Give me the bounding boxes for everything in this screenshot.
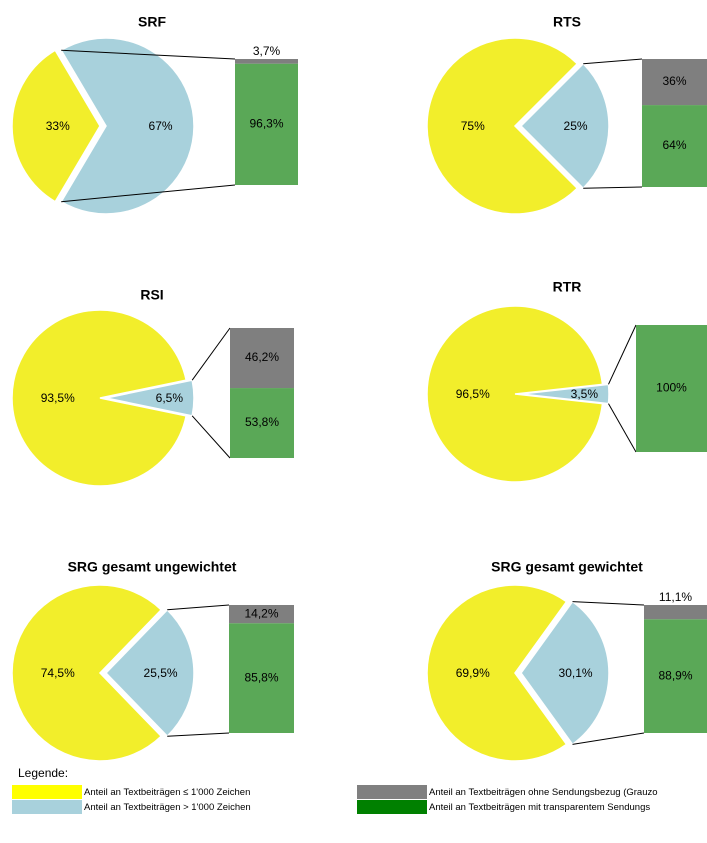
chart-title: SRG gesamt gewichtet <box>491 559 643 575</box>
bar-label-green: 53,8% <box>245 415 279 429</box>
bar-label-grey: 14,2% <box>244 606 278 620</box>
connector-line-bottom <box>61 184 236 203</box>
pie-label-main: 93,5% <box>41 391 75 405</box>
bar-label-grey: 46,2% <box>245 350 279 364</box>
connector-line-bottom <box>572 732 645 745</box>
pie-chart-1: SRF 33% 67% 96,3% 3,7% <box>11 14 298 215</box>
pie-slice-main <box>426 584 568 762</box>
pie-slice-main <box>426 37 579 215</box>
bar-label-grey: 3,7% <box>253 44 281 58</box>
pie-label-main: 96,5% <box>456 387 490 401</box>
bar-segment-green <box>229 623 294 733</box>
pie-slice-split <box>60 37 195 215</box>
pie-label-split: 6,5% <box>156 391 184 405</box>
pie-label-split: 30,1% <box>559 666 593 680</box>
pie-label-split: 67% <box>149 119 173 133</box>
bar-label-green: 96,3% <box>249 117 283 131</box>
bar-segment-grey <box>230 328 294 389</box>
pie-label-main: 33% <box>46 119 70 133</box>
pie-slice-main <box>11 49 101 203</box>
bar-label-grey: 11,1% <box>659 590 692 604</box>
connector-line-top <box>572 601 645 606</box>
chart-title: RSI <box>140 287 163 303</box>
bar-label-green: 88,9% <box>658 668 692 682</box>
bar-segment-grey <box>642 59 707 106</box>
pie-slice-main <box>426 305 604 483</box>
pie-slice-main <box>11 584 163 762</box>
chart-title: RTR <box>553 279 582 295</box>
pie-label-split: 25% <box>564 119 588 133</box>
bar-segment-grey <box>644 605 707 620</box>
pie-slice-split <box>520 600 610 746</box>
connector-line-top <box>61 49 236 60</box>
pie-slice-split <box>519 62 610 190</box>
pie-slice-main <box>11 309 188 487</box>
connector-line-bottom <box>583 186 643 189</box>
pie-chart-6: SRG gesamt gewichtet 69,9% 30,1% 88,9% 11,1% <box>426 559 707 762</box>
chart-title: SRF <box>138 14 166 30</box>
connector-line-top <box>583 58 643 65</box>
pie-chart-3: RSI 93,5% 6,5% 53,8% 46,2% <box>11 287 294 487</box>
pie-label-main: 74,5% <box>41 666 75 680</box>
connector-line-bottom <box>167 732 230 737</box>
pie-slice-split <box>105 379 195 417</box>
pie-slice-split <box>520 383 610 405</box>
pie-chart-4: RTR 96,5% 3,5% 100% <box>426 279 707 483</box>
connector-line-top <box>167 604 230 611</box>
chart-title: SRG gesamt ungewichtet <box>68 559 237 575</box>
bar-segment-green <box>230 388 294 458</box>
bar-segment-green <box>642 105 707 187</box>
connector-line-bottom <box>191 415 231 459</box>
connector-line-top <box>608 324 637 385</box>
bar-segment-green <box>636 325 707 452</box>
bar-segment-green <box>235 63 298 185</box>
bar-segment-grey <box>229 605 294 624</box>
pie-chart-2: RTS 75% 25% 64% 36% <box>426 14 707 215</box>
bar-label-green: 100% <box>656 381 687 395</box>
pie-label-main: 75% <box>461 119 485 133</box>
pie-label-split: 25,5% <box>144 666 178 680</box>
pie-label-split: 3,5% <box>571 387 599 401</box>
bar-label-grey: 36% <box>662 74 686 88</box>
pie-label-main: 69,9% <box>456 666 490 680</box>
connector-line-bottom <box>608 403 637 453</box>
pie-slice-split <box>104 608 195 738</box>
bar-label-green: 85,8% <box>244 670 278 684</box>
bar-segment-grey <box>235 59 298 64</box>
chart-title: RTS <box>553 14 581 30</box>
bar-segment-green <box>644 619 707 733</box>
connector-line-top <box>191 327 231 381</box>
pie-chart-5: SRG gesamt ungewichtet 74,5% 25,5% 85,8% 14,… <box>11 559 294 762</box>
bar-label-green: 64% <box>662 138 686 152</box>
